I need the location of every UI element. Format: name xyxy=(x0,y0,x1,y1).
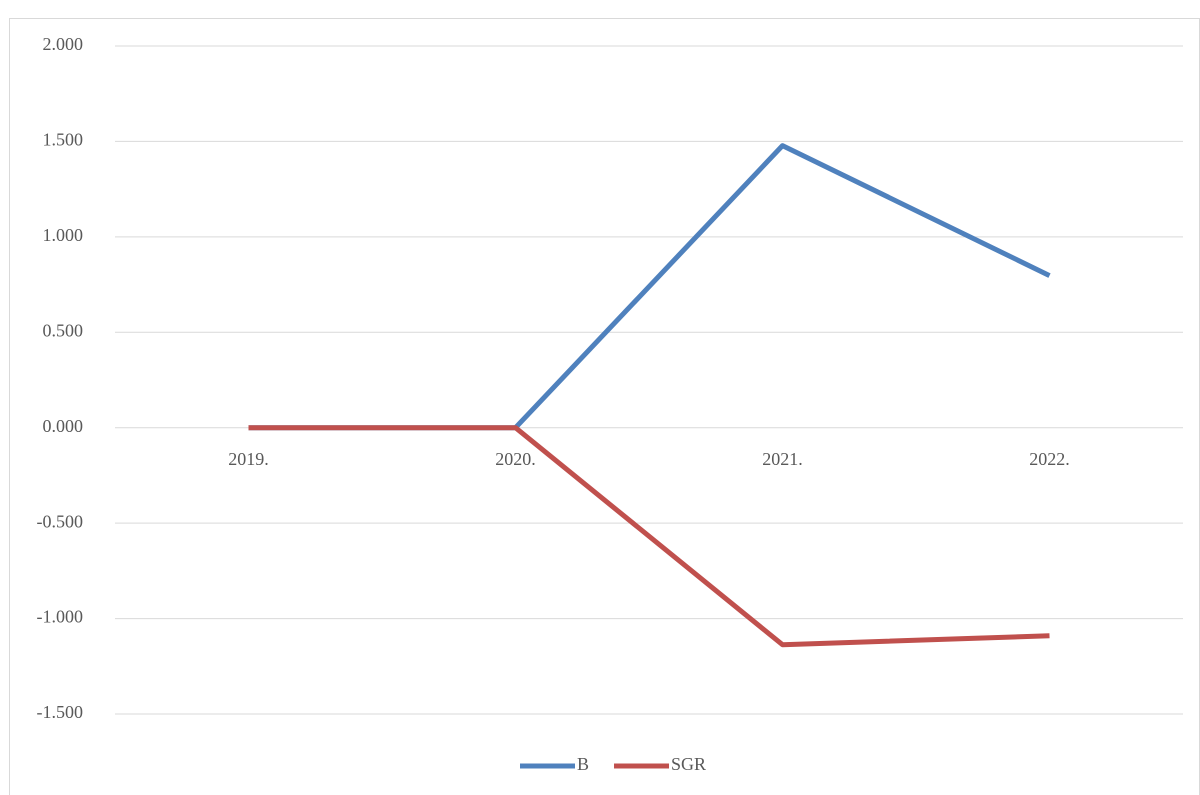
y-tick-label: -1.000 xyxy=(37,607,84,627)
y-tick-label: 2.000 xyxy=(43,34,84,54)
legend-label: SGR xyxy=(671,754,706,774)
chart-border xyxy=(9,18,1200,795)
x-tick-label: 2020. xyxy=(495,449,536,469)
x-tick-label: 2022. xyxy=(1029,449,1070,469)
y-tick-label: 1.000 xyxy=(43,225,84,245)
y-tick-label: 1.500 xyxy=(43,130,84,150)
series-line xyxy=(248,425,1050,648)
y-tick-label: -1.500 xyxy=(37,702,84,722)
x-tick-label: 2019. xyxy=(228,449,269,469)
series-line xyxy=(248,143,1051,431)
legend-label: B xyxy=(577,754,589,774)
y-tick-label: 0.500 xyxy=(43,320,84,340)
y-tick-label: 0.000 xyxy=(43,416,84,436)
y-tick-label: -0.500 xyxy=(37,511,84,531)
x-tick-label: 2021. xyxy=(762,449,803,469)
